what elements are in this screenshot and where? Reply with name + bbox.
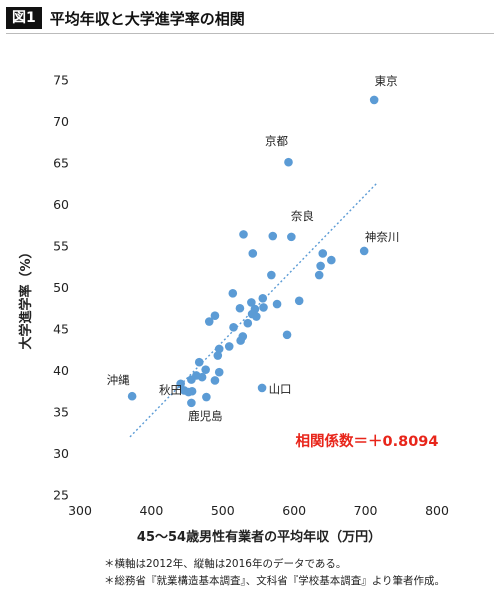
points-group (127, 95, 379, 408)
y-tick-label: 25 (53, 488, 69, 503)
axes-group: 300 400 500 600 700 800 25 30 35 40 45 50 55 60 65 70 75 (53, 73, 449, 519)
figure-header: 図1 平均年収と大学進学率の相関 (6, 5, 245, 31)
point-label: 山口 (269, 382, 292, 396)
data-point (228, 289, 238, 298)
data-point (272, 299, 282, 309)
x-tick-label: 300 (68, 503, 92, 518)
data-point (243, 318, 253, 328)
data-point (359, 246, 369, 256)
data-point (267, 270, 276, 280)
data-point (257, 383, 267, 393)
data-point (229, 323, 238, 332)
y-tick-label: 65 (53, 156, 69, 171)
data-point (236, 336, 245, 345)
y-tick-label: 50 (53, 280, 69, 295)
data-point (214, 367, 224, 377)
data-point (282, 330, 292, 340)
y-tick-label: 35 (53, 405, 69, 420)
data-point (213, 351, 223, 360)
x-axis-title: 45〜54歳男性有業者の平均年収（万円） (137, 529, 381, 545)
point-label: 沖縄 (107, 373, 130, 387)
data-point (259, 303, 268, 312)
footnote-1: ＊横軸は2012年、縦軸は2016年のデータである。 (104, 558, 347, 570)
header-divider (6, 33, 494, 34)
data-point (176, 379, 185, 389)
data-point (204, 317, 214, 326)
data-point (239, 230, 248, 239)
point-label: 奈良 (291, 209, 314, 223)
data-point (252, 312, 261, 321)
y-tick-label: 70 (53, 114, 69, 129)
footnote-2: ＊総務省『就業構造基本調査』、文科省『学校基本調査』より筆者作成。 (104, 575, 446, 587)
data-point (127, 391, 137, 401)
correlation-annotation: 相関係数＝＋0.8094 (296, 432, 439, 450)
data-point (248, 249, 258, 258)
data-point (201, 365, 210, 374)
data-point (284, 157, 293, 167)
figure-title: 平均年収と大学進学率の相関 (49, 9, 245, 28)
x-tick-label: 700 (354, 503, 378, 518)
x-tick-label: 800 (425, 503, 449, 518)
data-point (369, 95, 379, 105)
data-point (224, 342, 234, 351)
data-point (187, 375, 196, 384)
y-tick-label: 75 (53, 73, 69, 88)
data-point (194, 357, 204, 367)
data-point (202, 392, 211, 402)
data-point (197, 372, 207, 382)
data-point (187, 398, 196, 408)
y-tick-label: 55 (53, 239, 69, 254)
x-tick-label: 500 (211, 503, 235, 518)
data-point (210, 311, 220, 321)
point-label: 京都 (265, 134, 288, 148)
data-point (258, 293, 268, 303)
y-tick-label: 60 (53, 197, 69, 212)
data-point (314, 270, 324, 280)
point-label: 鹿児島 (188, 409, 223, 423)
data-point (214, 344, 224, 354)
data-point (210, 376, 220, 385)
data-point (294, 296, 304, 306)
y-axis-title: 大学進学率（%） (18, 245, 34, 349)
data-point (179, 386, 189, 395)
data-point (247, 298, 256, 307)
y-tick-label: 30 (53, 446, 69, 461)
point-label: 東京 (375, 74, 398, 88)
data-point (268, 231, 278, 241)
data-point (316, 261, 325, 271)
y-tick-label: 40 (53, 363, 69, 378)
figure-number-badge: 図1 (6, 7, 42, 29)
x-tick-label: 400 (139, 503, 163, 518)
data-point (318, 249, 328, 258)
data-point (327, 255, 336, 265)
point-label: 秋田 (159, 383, 182, 397)
data-point (235, 303, 245, 313)
x-tick-label: 600 (282, 503, 306, 518)
point-label: 神奈川 (365, 230, 400, 244)
y-tick-label: 45 (53, 322, 69, 337)
data-point (287, 232, 296, 242)
data-point (187, 386, 197, 396)
